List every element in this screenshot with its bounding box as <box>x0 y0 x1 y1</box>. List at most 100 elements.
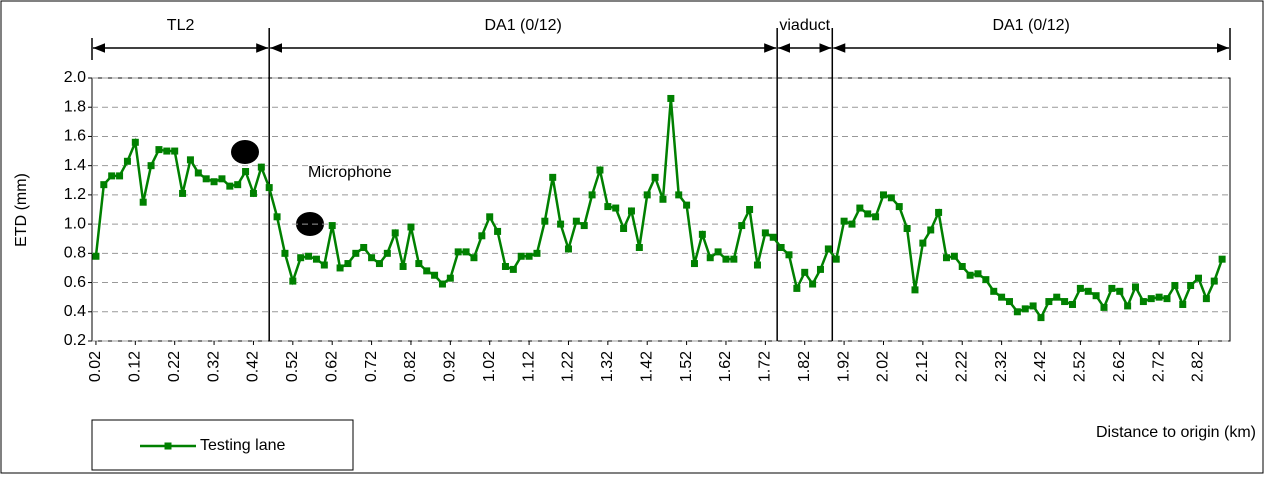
point <box>108 172 116 180</box>
point <box>1210 277 1218 285</box>
y-tick-label: 2.0 <box>64 69 86 86</box>
point <box>1155 293 1163 301</box>
point <box>1171 281 1179 289</box>
point <box>683 201 691 209</box>
point <box>864 210 872 218</box>
point <box>1100 303 1108 311</box>
point <box>494 227 502 235</box>
x-tick-label: 0.42 <box>245 351 262 382</box>
y-tick-label: 1.2 <box>64 186 86 203</box>
x-tick-label: 1.22 <box>560 351 577 382</box>
point <box>131 138 139 146</box>
point <box>100 181 108 189</box>
point <box>580 222 588 230</box>
x-tick-label: 1.72 <box>757 351 774 382</box>
point <box>769 233 777 241</box>
section-label: TL2 <box>167 17 195 34</box>
point <box>966 271 974 279</box>
point <box>785 251 793 259</box>
point <box>1108 284 1116 292</box>
point <box>1194 274 1202 282</box>
point <box>698 230 706 238</box>
point <box>887 194 895 202</box>
plot-area <box>91 77 1231 342</box>
point <box>297 254 305 262</box>
point <box>1202 295 1210 303</box>
point <box>730 255 738 263</box>
point <box>431 271 439 279</box>
point <box>1116 287 1124 295</box>
point <box>1061 298 1069 306</box>
point <box>525 252 533 260</box>
legend <box>91 419 354 471</box>
point <box>226 182 234 190</box>
point <box>824 245 832 253</box>
x-tick-label: 0.22 <box>166 351 183 382</box>
point <box>438 280 446 288</box>
x-tick-label: 0.82 <box>402 351 419 382</box>
x-tick-label: 2.82 <box>1190 351 1207 382</box>
point <box>186 156 194 164</box>
point <box>155 146 163 154</box>
y-tick-label: 0.8 <box>64 245 86 262</box>
point <box>171 147 179 155</box>
point <box>714 248 722 256</box>
x-tick-label: 1.42 <box>638 351 655 382</box>
point <box>320 261 328 269</box>
y-tick-label: 0.4 <box>64 303 86 320</box>
point <box>194 169 202 177</box>
point <box>974 270 982 278</box>
point <box>478 232 486 240</box>
point <box>1147 295 1155 303</box>
x-tick-label: 2.32 <box>993 351 1010 382</box>
point <box>1068 300 1076 308</box>
point <box>179 189 187 197</box>
microphone-icon <box>296 212 324 236</box>
y-tick-label: 1.4 <box>64 157 86 174</box>
point <box>1037 314 1045 322</box>
x-tick-label: 1.12 <box>520 351 537 382</box>
point <box>501 262 509 270</box>
point <box>809 280 817 288</box>
point <box>423 267 431 275</box>
point <box>328 222 336 230</box>
x-tick-label: 0.02 <box>87 351 104 382</box>
point <box>415 260 423 268</box>
point <box>1218 255 1226 263</box>
section-label: DA1 (0/12) <box>484 17 561 34</box>
point <box>1053 293 1061 301</box>
x-tick-label: 1.92 <box>835 351 852 382</box>
point <box>635 243 643 251</box>
point <box>879 191 887 199</box>
y-tick-label: 0.2 <box>64 332 86 349</box>
point <box>643 191 651 199</box>
point <box>832 255 840 263</box>
point <box>840 217 848 225</box>
point <box>407 223 415 231</box>
point <box>147 162 155 170</box>
point <box>706 254 714 262</box>
point <box>139 198 147 206</box>
section-label: viaduct <box>779 17 830 34</box>
point <box>604 203 612 211</box>
x-tick-label: 2.22 <box>953 351 970 382</box>
point <box>793 284 801 292</box>
legend-label: Testing lane <box>200 437 285 454</box>
point <box>1021 305 1029 313</box>
point <box>588 191 596 199</box>
point <box>667 94 675 102</box>
point <box>722 255 730 263</box>
x-tick-label: 0.72 <box>363 351 380 382</box>
point <box>1013 308 1021 316</box>
point <box>927 226 935 234</box>
y-axis-label: ETD (mm) <box>13 173 30 247</box>
point <box>123 157 131 165</box>
point <box>312 255 320 263</box>
point <box>903 224 911 232</box>
point <box>446 274 454 282</box>
x-tick-label: 1.32 <box>599 351 616 382</box>
point <box>391 229 399 237</box>
point <box>281 249 289 257</box>
point <box>273 213 281 221</box>
point <box>659 195 667 203</box>
